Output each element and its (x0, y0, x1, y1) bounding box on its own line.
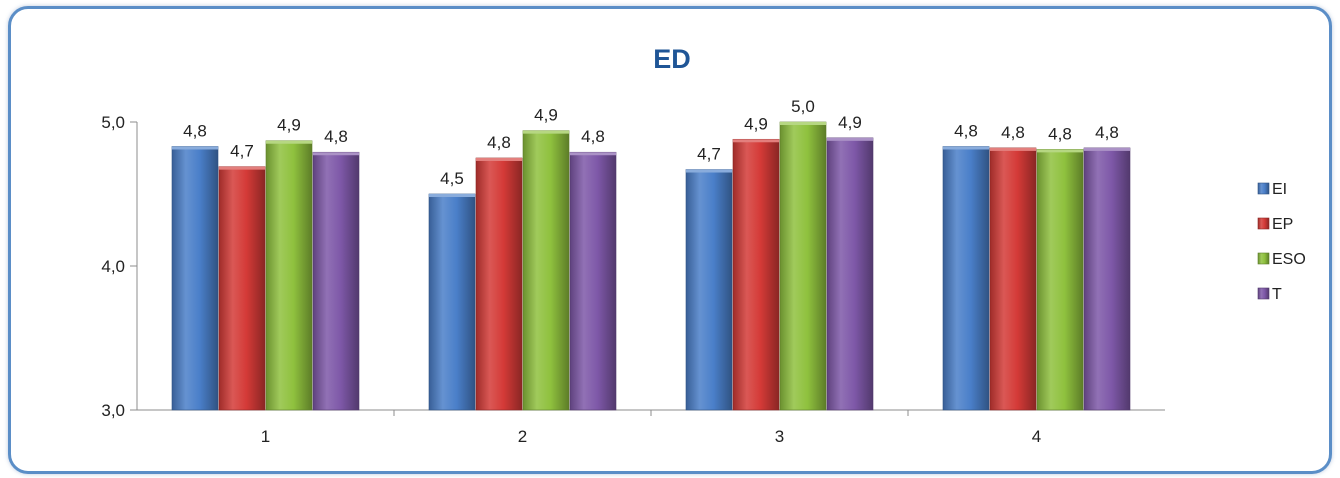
bar-top-highlight (990, 147, 1036, 151)
bar-top-highlight (570, 152, 616, 156)
bar-top-highlight (219, 166, 265, 170)
bar-eso-4 (1036, 149, 1084, 411)
data-label: 4,7 (697, 145, 721, 164)
bar-ei-1 (171, 146, 219, 411)
data-label: 4,9 (744, 114, 768, 133)
bar-t-3 (826, 137, 874, 411)
bar-t-1 (312, 151, 360, 411)
data-label: 4,8 (324, 127, 348, 146)
data-label: 4,9 (277, 116, 301, 135)
bar-eso-3 (779, 121, 827, 411)
bar-ep-4 (989, 147, 1037, 411)
legend-label-ei: EI (1272, 181, 1287, 198)
data-label: 4,8 (1001, 123, 1025, 142)
bar-top-highlight (523, 130, 569, 134)
chart-title: ED (653, 44, 691, 74)
bar-top-highlight (266, 140, 312, 144)
bar-top-highlight (429, 194, 475, 197)
data-label: 4,7 (230, 142, 254, 161)
bar-eso-2 (522, 130, 570, 411)
bar-top-highlight (1084, 147, 1130, 151)
x-tick-label: 3 (775, 427, 784, 446)
legend-swatch-eso (1257, 252, 1270, 265)
data-label: 4,8 (1048, 124, 1072, 143)
bar-top-highlight (733, 139, 779, 143)
bar-ep-3 (732, 138, 780, 411)
legend-swatch-ep (1257, 217, 1270, 230)
x-tick-label: 4 (1032, 427, 1041, 446)
bar-top-highlight (1037, 149, 1083, 153)
data-label: 4,8 (487, 133, 511, 152)
bar-t-2 (569, 151, 617, 411)
x-tick-label: 2 (518, 427, 527, 446)
data-label: 4,8 (954, 121, 978, 140)
bar-ep-2 (475, 157, 523, 411)
bar-top-highlight (476, 158, 522, 161)
bar-ei-4 (942, 146, 990, 411)
bar-ep-1 (218, 166, 266, 411)
bar-top-highlight (943, 146, 989, 150)
bar-t-4 (1083, 147, 1131, 411)
legend-label-t: T (1272, 286, 1282, 303)
bar-top-highlight (313, 152, 359, 156)
bar-ei-2 (428, 193, 476, 411)
bar-top-highlight (172, 146, 218, 150)
data-label: 4,8 (1095, 123, 1119, 142)
legend-label-ep: EP (1272, 216, 1293, 233)
bar-top-highlight (780, 122, 826, 125)
data-label: 4,5 (440, 169, 464, 188)
legend-swatch-t (1257, 287, 1270, 300)
bar-top-highlight (827, 137, 873, 141)
data-label: 5,0 (791, 97, 815, 116)
legend-label-eso: ESO (1272, 251, 1306, 268)
bar-ei-3 (685, 169, 733, 411)
data-label: 4,8 (183, 121, 207, 140)
bar-eso-1 (265, 140, 313, 411)
bars: 4,8 4,7 4,9 4,8 4,5 4,8 4,9 4,8 4,7 4,9 5,0 4,9 4,8 4… (171, 97, 1131, 411)
legend: EI EP ESO T (1257, 181, 1306, 303)
y-tick-label: 5,0 (101, 113, 125, 132)
legend-swatch-ei (1257, 182, 1270, 195)
y-tick-label: 3,0 (101, 401, 125, 420)
data-label: 4,8 (581, 127, 605, 146)
bar-top-highlight (686, 169, 732, 173)
data-label: 4,9 (838, 113, 862, 132)
data-label: 4,9 (534, 106, 558, 125)
x-tick-label: 1 (261, 427, 270, 446)
y-tick-label: 4,0 (101, 257, 125, 276)
